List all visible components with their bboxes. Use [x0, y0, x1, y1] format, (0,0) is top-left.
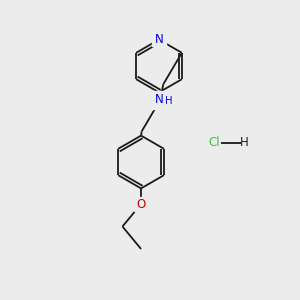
- Text: N: N: [154, 93, 163, 106]
- Text: H: H: [165, 96, 172, 106]
- Polygon shape: [152, 33, 166, 46]
- Text: N: N: [154, 33, 164, 46]
- Polygon shape: [134, 197, 148, 211]
- Text: Cl: Cl: [209, 136, 220, 149]
- Text: O: O: [136, 197, 146, 211]
- Polygon shape: [151, 91, 169, 109]
- Text: H: H: [240, 136, 249, 149]
